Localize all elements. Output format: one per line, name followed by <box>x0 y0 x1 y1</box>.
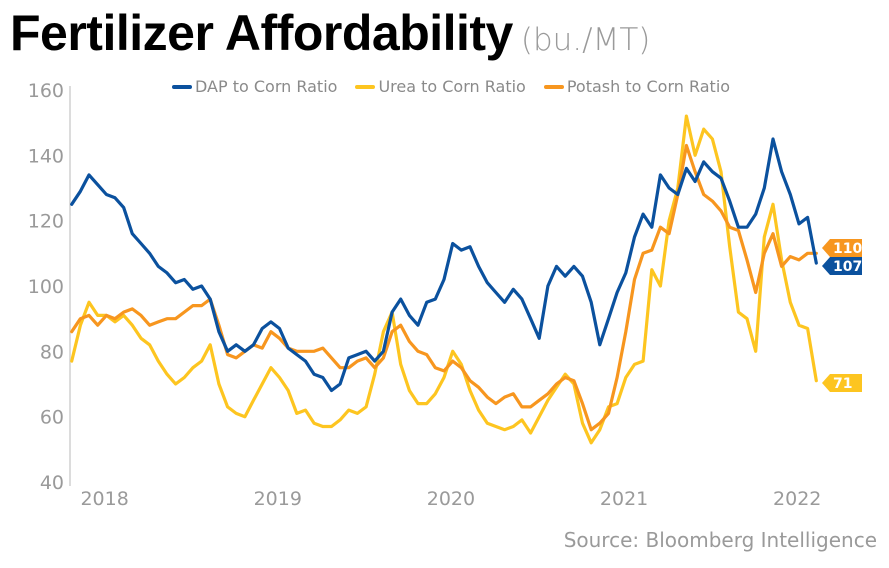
x-tick-label: 2021 <box>600 488 648 510</box>
legend-swatch-dap <box>172 84 192 89</box>
source-note: Source: Bloomberg Intelligence <box>563 528 877 552</box>
end-value-label: 107 <box>833 259 862 275</box>
x-tick-label: 2020 <box>427 488 475 510</box>
y-tick-label: 60 <box>40 407 64 429</box>
x-tick-label: 2022 <box>773 488 821 510</box>
legend-label-potash: Potash to Corn Ratio <box>566 77 731 96</box>
legend-item-potash: Potash to Corn Ratio <box>543 77 731 96</box>
end-value-tag <box>822 374 862 392</box>
series-line-potash <box>70 143 818 432</box>
series-line-dap <box>70 137 818 393</box>
end-value-tag <box>822 257 862 275</box>
legend-label-urea: Urea to Corn Ratio <box>378 77 526 96</box>
series-line-urea <box>70 114 818 445</box>
legend-label-dap: DAP to Corn Ratio <box>195 77 338 96</box>
title-unit: (bu./MT) <box>520 22 651 58</box>
y-tick-label: 140 <box>28 145 64 167</box>
y-tick-label: 160 <box>28 80 64 102</box>
legend-item-urea: Urea to Corn Ratio <box>355 77 526 96</box>
legend-swatch-potash <box>543 84 564 89</box>
x-tick-label: 2018 <box>80 488 128 510</box>
x-tick-label: 2019 <box>254 488 302 510</box>
end-value-label: 71 <box>833 376 852 392</box>
chart-title: Fertilizer Affordability (bu./MT) <box>10 4 650 62</box>
legend-swatch-urea <box>355 84 376 89</box>
end-value-tag <box>822 239 862 257</box>
legend-item-dap: DAP to Corn Ratio <box>172 77 337 96</box>
y-tick-label: 120 <box>28 211 64 233</box>
title-main: Fertilizer Affordability <box>10 5 513 61</box>
y-tick-label: 100 <box>28 276 64 298</box>
y-tick-label: 80 <box>40 341 64 363</box>
end-value-label: 110 <box>833 241 862 257</box>
y-tick-label: 40 <box>40 472 64 494</box>
legend: DAP to Corn Ratio Urea to Corn Ratio Pot… <box>172 77 730 96</box>
